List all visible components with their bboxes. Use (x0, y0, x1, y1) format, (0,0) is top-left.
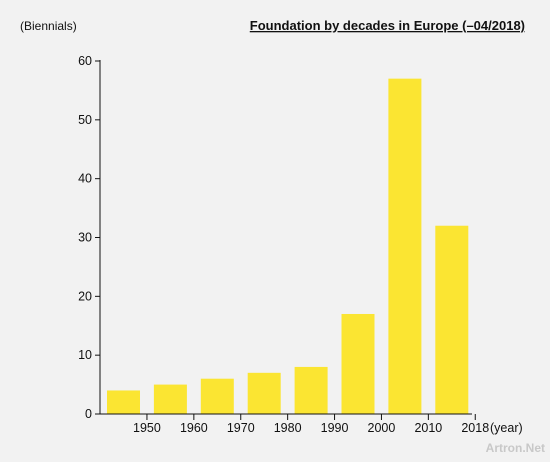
bar-1940s (107, 390, 140, 414)
y-tick-label: 0 (85, 407, 92, 421)
bar-2000s (388, 78, 422, 415)
x-tick-label: 1950 (133, 421, 161, 435)
bar-1950s (153, 384, 187, 414)
y-tick-label: 50 (78, 113, 92, 127)
y-tick-label: 10 (78, 348, 92, 362)
bar-1960s (200, 378, 234, 414)
x-tick-label: 2018 (461, 421, 489, 435)
x-tick-label: 1960 (180, 421, 208, 435)
y-ticks-group: 0 10 20 30 40 50 60 (78, 54, 100, 421)
x-tick-label: 1990 (321, 421, 349, 435)
y-tick-label: 60 (78, 54, 92, 68)
bar-1970s (247, 372, 281, 414)
x-ticks-group: 1950 1960 1970 1980 1990 2000 2010 2018 (133, 414, 489, 435)
bar-2010–2018 (435, 225, 469, 414)
x-tick-label: 1970 (227, 421, 255, 435)
bar-1980s (294, 366, 328, 414)
y-axis-label: (Biennials) (20, 19, 77, 33)
x-tick-label: 2010 (414, 421, 442, 435)
watermark: Artron.Net (486, 441, 545, 455)
y-tick-label: 30 (78, 231, 92, 245)
y-tick-label: 40 (78, 172, 92, 186)
y-tick-label: 20 (78, 289, 92, 303)
x-tick-label: 1980 (274, 421, 302, 435)
chart-title: Foundation by decades in Europe (–04/201… (250, 18, 525, 33)
bars-group (107, 78, 469, 415)
bar-1990s (341, 313, 375, 414)
x-tick-label: 2000 (368, 421, 396, 435)
x-axis-label: (year) (490, 421, 523, 435)
